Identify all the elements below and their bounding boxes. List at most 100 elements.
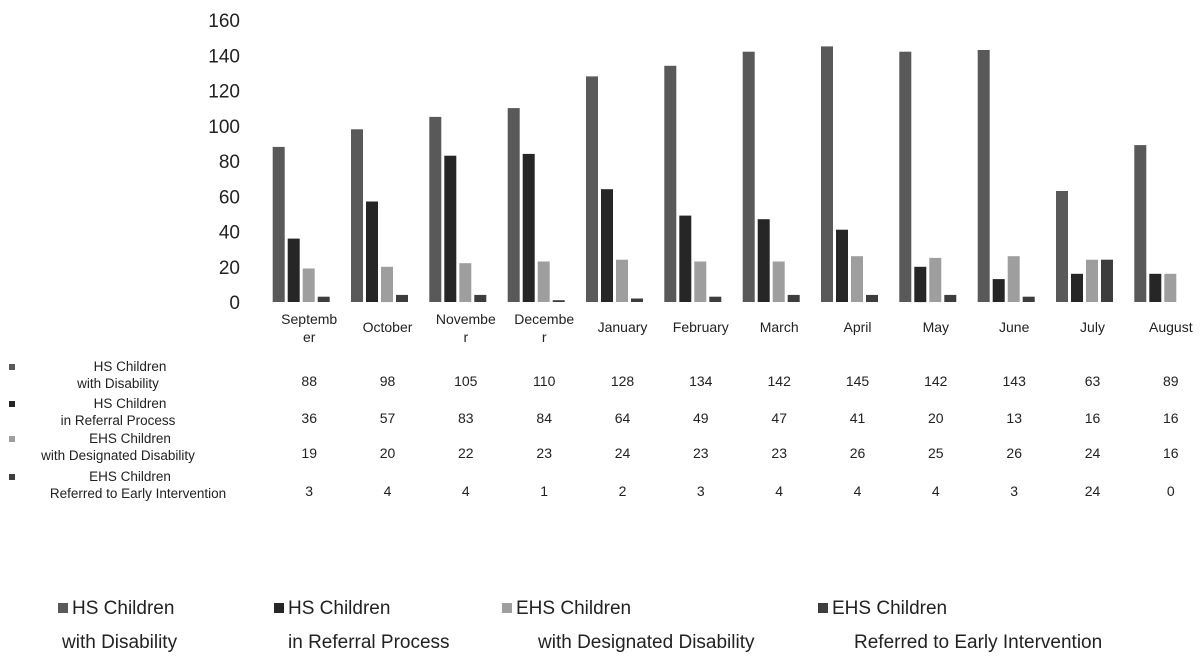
data-table-cell: 20 <box>380 445 396 461</box>
row-label: HS Children with Disability <box>76 359 166 391</box>
data-table-cell: 142 <box>768 373 792 389</box>
legend-label: Referred to Early Intervention <box>854 632 1102 653</box>
data-table-cell: 4 <box>932 483 940 499</box>
y-tick-label: 100 <box>208 117 240 138</box>
data-table-cell: 47 <box>771 410 787 426</box>
data-table-row: HS Children with Disability 88 98 105 110 128 1… <box>9 359 1179 391</box>
data-table-cell: 49 <box>693 410 709 426</box>
legend-item: EHS Children with Designated Disability <box>502 598 755 653</box>
data-table-cell: 134 <box>689 373 713 389</box>
data-table-cell: 110 <box>533 373 556 389</box>
data-table-cell: 22 <box>458 445 474 461</box>
data-table-row: EHS Children Referred to Early Interventi… <box>9 469 1175 501</box>
bar <box>537 261 550 302</box>
bar <box>287 238 300 302</box>
data-table-cell: 4 <box>384 483 392 499</box>
data-table-cell: 89 <box>1163 373 1179 389</box>
data-table-cell: 16 <box>1085 410 1101 426</box>
data-table-cell: 16 <box>1163 410 1179 426</box>
data-table-cell: 19 <box>301 445 317 461</box>
bar <box>1007 256 1020 302</box>
bar <box>302 268 315 302</box>
data-table: HS Children with Disability 88 98 105 110 128 1… <box>9 359 1179 501</box>
data-table-cell: 4 <box>775 483 783 499</box>
data-table-cell: 142 <box>924 373 948 389</box>
data-table-cell: 24 <box>615 445 631 461</box>
bar <box>694 261 707 302</box>
legend-label: EHS Children <box>516 598 631 619</box>
bar <box>351 129 363 302</box>
bar <box>944 294 957 302</box>
row-legend-key <box>9 401 15 407</box>
row-legend-key <box>9 436 15 442</box>
bar <box>444 155 457 302</box>
bar <box>709 296 722 302</box>
bar <box>586 76 598 303</box>
bar <box>679 215 692 302</box>
bar <box>851 256 863 302</box>
bar <box>522 153 535 302</box>
data-table-cell: 24 <box>1085 445 1101 461</box>
bar <box>631 298 643 302</box>
data-table-cell: 4 <box>854 483 862 499</box>
legend-label: with Designated Disability <box>537 632 755 653</box>
bar <box>992 279 1005 302</box>
x-tick-label: May <box>923 319 949 335</box>
series-bars <box>287 153 1162 303</box>
x-tick-label: January <box>598 319 648 335</box>
bar <box>317 296 330 302</box>
row-label: EHS Children with Designated Disability <box>40 431 195 463</box>
x-tick-label: Septemb er <box>281 311 337 345</box>
bar <box>1134 145 1147 302</box>
bar <box>1056 191 1068 302</box>
data-table-row: EHS Children with Designated Disability 19… <box>9 431 1179 463</box>
data-table-row: HS Children in Referral Process 36 57 83 84 64… <box>9 396 1179 428</box>
data-table-cell: 23 <box>771 445 787 461</box>
bar <box>507 108 520 302</box>
data-table-cell: 3 <box>305 483 313 499</box>
x-tick-label: February <box>673 319 729 335</box>
legend-label: HS Children <box>72 598 174 619</box>
x-tick-label: Decembe r <box>514 311 574 345</box>
data-table-cell: 3 <box>697 483 705 499</box>
data-table-cell: 41 <box>850 410 866 426</box>
data-table-cell: 16 <box>1163 445 1179 461</box>
data-table-cell: 2 <box>619 483 627 499</box>
bar <box>429 116 442 303</box>
row-label: EHS Children Referred to Early Interventi… <box>50 469 226 501</box>
x-axis: Septemb er October Novembe r Decembe r January F… <box>281 311 1193 345</box>
row-legend-key <box>9 364 15 370</box>
data-table-cell: 57 <box>380 410 396 426</box>
y-tick-label: 120 <box>208 82 240 103</box>
x-tick-label: March <box>760 319 799 335</box>
x-tick-label: July <box>1080 319 1105 335</box>
bar <box>772 261 785 302</box>
legend-item: HS Children in Referral Process <box>274 598 450 653</box>
data-table-cell: 64 <box>615 410 631 426</box>
bar <box>929 257 942 302</box>
legend-item: EHS Children Referred to Early Interventi… <box>818 598 1102 653</box>
bar <box>866 294 878 302</box>
data-table-cell: 63 <box>1085 373 1101 389</box>
bar <box>601 189 613 302</box>
bar <box>742 51 755 303</box>
bar <box>977 50 990 302</box>
bar <box>1164 273 1177 302</box>
bar <box>836 229 848 302</box>
data-table-cell: 128 <box>611 373 635 389</box>
data-table-cell: 145 <box>846 373 870 389</box>
x-tick-label: June <box>999 319 1030 335</box>
row-legend-key <box>9 474 15 480</box>
legend: HS Children with Disability HS Children in … <box>58 598 1102 653</box>
legend-swatch <box>274 603 284 613</box>
row-label: HS Children in Referral Process <box>61 396 176 428</box>
bar <box>1101 259 1113 302</box>
bar <box>616 259 628 302</box>
series-bars <box>272 46 1147 303</box>
legend-swatch <box>58 603 68 613</box>
data-table-cell: 143 <box>1003 373 1027 389</box>
data-table-cell: 3 <box>1010 483 1018 499</box>
legend-label: with Disability <box>61 632 178 653</box>
bar <box>1022 296 1035 302</box>
